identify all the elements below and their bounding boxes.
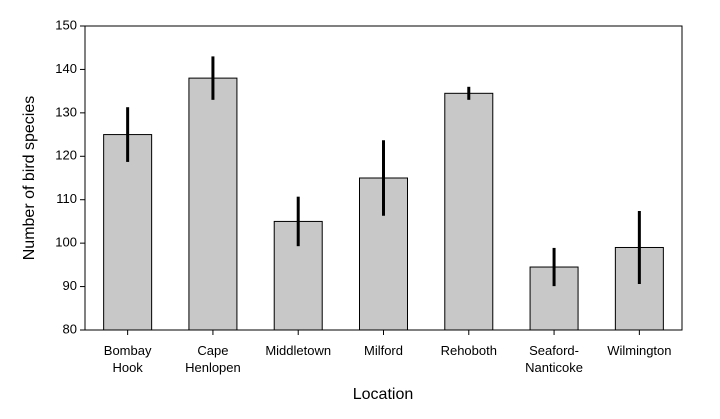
x-tick-label: Bombay Hook [104, 343, 152, 375]
x-tick-label-line: Rehoboth [441, 343, 497, 358]
x-tick-label: Seaford- Nanticoke [525, 343, 583, 375]
x-axis-title: Location [353, 386, 414, 403]
x-tick-label-line: Seaford- [529, 343, 579, 358]
x-tick-label: Milford [364, 343, 403, 358]
x-tick-label-line: Bombay [104, 343, 152, 358]
bar [103, 134, 153, 331]
y-tick-label: 90 [63, 278, 77, 293]
y-axis-title: Number of bird species [21, 96, 38, 261]
y-tick-label: 130 [55, 104, 77, 119]
y-tick-label: 140 [55, 61, 77, 76]
x-tick-label-line: Milford [364, 343, 403, 358]
y-tick-label: 80 [63, 321, 77, 336]
y-tick-label: 110 [56, 191, 77, 206]
x-tick-label: Cape Henlopen [185, 343, 241, 375]
x-tick-label-line: Middletown [265, 343, 331, 358]
y-tick-label: 120 [55, 148, 77, 163]
x-tick-label: Middletown [265, 343, 331, 358]
x-tick-label: Wilmington [607, 343, 671, 358]
y-tick-label: 100 [55, 235, 77, 250]
x-tick-label-line: Cape [197, 343, 228, 358]
x-tick-label: Rehoboth [441, 343, 497, 358]
x-tick-label-line: Henlopen [185, 360, 241, 375]
y-tick-label: 150 [55, 17, 77, 32]
bar [444, 92, 494, 331]
x-tick-label-line: Hook [112, 360, 143, 375]
x-tick-label-line: Nanticoke [525, 360, 583, 375]
x-tick-label-line: Wilmington [607, 343, 671, 358]
bar [188, 77, 238, 331]
